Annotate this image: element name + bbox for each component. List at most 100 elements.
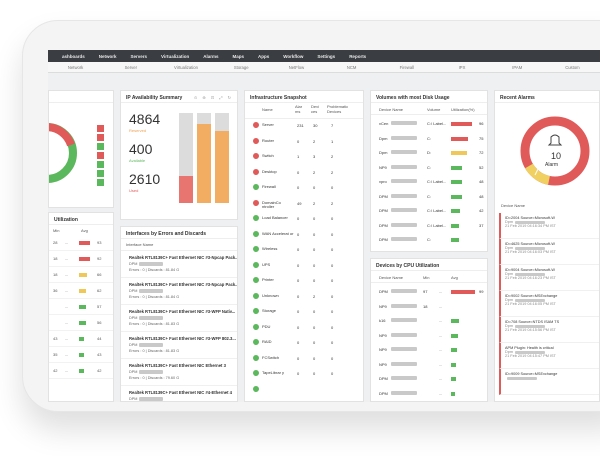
nav-item[interactable]: Settings [317, 53, 336, 59]
table-row[interactable]: DPM C:\ Label... 37 [371, 219, 487, 232]
table-row[interactable]: vpro C:\ Label... 48 [371, 175, 487, 188]
table-row[interactable]: Firewall 0 0 0 [245, 181, 363, 194]
table-row[interactable]: RAID 0 0 0 [245, 336, 363, 349]
table-row[interactable]: UPS 0 0 0 [245, 259, 363, 272]
list-item[interactable]: Realtek RTL8139C+ Fast Ethernet NIC #3-N… [121, 251, 237, 278]
subnav-item[interactable]: Server [124, 64, 137, 70]
alarm-item[interactable]: ID=9002 Source=MSExchange Dpm 21 Feb 2019 … [499, 291, 599, 317]
device-redacted [391, 208, 417, 212]
table-row[interactable]: NP9... [371, 343, 487, 356]
infra-alarms: 0 [297, 371, 300, 376]
ip-bar-reserved [215, 131, 229, 203]
ok-status-icon [253, 246, 259, 252]
list-item[interactable]: Realtek RTL8139C+ Fast Ethernet NIC #3-W… [121, 305, 237, 332]
subnav-item[interactable]: Custom [565, 64, 580, 70]
alarms-device-column[interactable]: Device Name [501, 203, 526, 208]
panel-tools-icons[interactable]: ⊙ ⊕ ⊡ ⤢ ↻ [193, 95, 233, 100]
ip-bar[interactable] [215, 113, 229, 203]
table-row[interactable]: NP9 C: 52 [371, 161, 487, 174]
alarm-item[interactable]: ID=2004 Source=Microsoft-W Dpm 21 Feb 2019… [499, 213, 599, 239]
nav-item[interactable]: Virtualization [161, 53, 190, 59]
table-row[interactable]: Printer 0 0 0 [245, 274, 363, 287]
table-row[interactable]: DPM... [371, 372, 487, 385]
table-row[interactable]: ... 56 [49, 315, 113, 331]
list-item[interactable]: Realtek RTL8139C+ Fast Ethernet NIC #4-E… [121, 386, 237, 401]
table-row[interactable]: 42... 42 [49, 363, 113, 379]
nav-item[interactable]: Alarms [203, 53, 219, 59]
table-row[interactable]: DPM C:\ Label... 42 [371, 204, 487, 217]
volume-name: C: [427, 164, 431, 170]
volume-bar [451, 151, 467, 155]
alarm-item[interactable]: ID=4625 Source=Microsoft-W Dpm 21 Feb 2019… [499, 239, 599, 265]
nav-item[interactable]: Maps [232, 53, 244, 59]
list-item[interactable]: Realtek RTL8139C+ Fast Ethernet NIC #3-W… [121, 332, 237, 359]
table-row[interactable]: 35... 43 [49, 347, 113, 363]
ip-bar[interactable] [197, 113, 211, 203]
subnav-item[interactable]: Virtualization [174, 64, 198, 70]
table-row[interactable]: WAN Accelerat or 0 0 0 [245, 228, 363, 241]
table-row[interactable]: Unknown 0 2 0 [245, 290, 363, 303]
list-item[interactable]: Realtek RTL8139C+ Fast Ethernet NIC #3-N… [121, 278, 237, 305]
device-redacted [515, 272, 546, 276]
alarm-message: ID=9002 Source=MSExchange [505, 294, 558, 298]
table-row[interactable]: NP9 18... [371, 300, 487, 313]
table-row[interactable]: DPM C: [371, 233, 487, 246]
table-row[interactable]: 36... 62 [49, 283, 113, 299]
subnav-item[interactable]: Firewall [399, 64, 415, 70]
infra-problem: 0 [331, 340, 334, 345]
table-row[interactable]: Router 0 2 1 [245, 135, 363, 148]
table-row[interactable]: DPM... [371, 387, 487, 400]
table-row[interactable]: Switch 1 3 2 [245, 150, 363, 163]
table-row[interactable]: NP9... [371, 358, 487, 371]
nav-item[interactable]: Workflow [283, 53, 304, 59]
nav-item[interactable]: Reports [349, 53, 367, 59]
table-row[interactable]: vCen C:\ Label... 96 [371, 117, 487, 130]
alarm-item[interactable]: APM Plugin: Health is critical Dpm 21 Feb … [499, 343, 599, 369]
ip-bar[interactable] [179, 113, 193, 203]
table-row[interactable]: PDU 0 0 0 [245, 321, 363, 334]
alarm-item[interactable]: ID=9009 Source=MSExchange [499, 369, 599, 395]
nav-item[interactable]: Apps [258, 53, 270, 59]
table-row[interactable]: 18... 92 [49, 251, 113, 267]
top-navigation: ashboards Network Servers Virtualization Ala… [48, 50, 600, 62]
table-row[interactable]: Storage 0 0 0 [245, 305, 363, 318]
nav-item[interactable]: Servers [130, 53, 148, 59]
subnav-item[interactable]: Network [67, 64, 84, 70]
table-row[interactable]: 28... 93 [49, 235, 113, 251]
subnav-item[interactable]: IPAM [512, 64, 523, 70]
ip-bar-used [179, 176, 193, 203]
nav-item[interactable]: Network [98, 53, 117, 59]
table-row[interactable]: k16... [371, 314, 487, 327]
table-row[interactable]: TapeLibrar y 0 0 0 [245, 367, 363, 380]
alarm-item[interactable]: ID=708 Source=NTDS ISAM TS Dpm 21 Feb 2019… [499, 317, 599, 343]
nav-item[interactable]: ashboards [62, 53, 85, 59]
table-row[interactable]: Dpm C: 75 [371, 132, 487, 145]
volume-name: C: [427, 193, 431, 199]
subnav-item[interactable]: NetFlow [288, 64, 305, 70]
subnav-item[interactable]: Storage [233, 64, 249, 70]
alarm-item[interactable]: ID=9004 Source=Microsoft-W Dpm 21 Feb 2019… [499, 265, 599, 291]
table-row[interactable]: 43... 44 [49, 331, 113, 347]
interface-name: Realtek RTL8139C+ Fast Ethernet NIC #4-E… [129, 390, 232, 395]
infra-alarms: 0 [297, 324, 300, 330]
table-row[interactable]: Load Balancer 0 0 0 [245, 212, 363, 225]
table-row[interactable]: Desktop 0 2 2 [245, 166, 363, 179]
table-row[interactable]: DPM 97... 99 [371, 285, 487, 298]
ip-stat-label: Available [129, 158, 146, 163]
subnav-item[interactable]: NCM [346, 64, 357, 70]
table-row[interactable]: DPM C: 48 [371, 190, 487, 203]
table-row[interactable]: Dpm D: 72 [371, 146, 487, 159]
table-row[interactable]: 18... 66 [49, 267, 113, 283]
table-row[interactable]: ... 57 [49, 299, 113, 315]
table-row[interactable] [245, 383, 363, 396]
table-row[interactable]: FCSwitch 0 0 0 [245, 352, 363, 365]
table-row[interactable]: DomainCo ntroller 49 2 2 [245, 197, 363, 210]
table-row[interactable]: Wireless 0 0 0 [245, 243, 363, 256]
interface-name-column[interactable]: Interface Name [121, 239, 237, 251]
left-mini-bars [97, 125, 104, 186]
alarm-message: ID=9004 Source=Microsoft-W [505, 268, 556, 272]
table-row[interactable]: Server 231 30 7 [245, 119, 363, 132]
table-row[interactable]: NP9... [371, 329, 487, 342]
list-item[interactable]: Realtek RTL8139C+ Fast Ethernet NIC Ethe… [121, 359, 237, 386]
subnav-item[interactable]: IPX [458, 64, 466, 70]
